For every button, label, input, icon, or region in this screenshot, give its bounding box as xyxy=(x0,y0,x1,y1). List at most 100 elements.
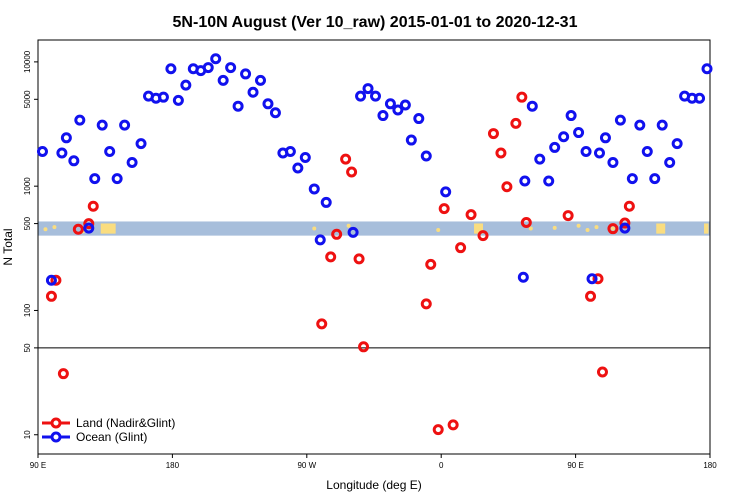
land-point xyxy=(72,223,84,235)
land-point xyxy=(346,166,358,178)
x-axis-label: Longitude (deg E) xyxy=(326,478,421,492)
ocean-point xyxy=(240,68,252,80)
land-point xyxy=(520,217,532,229)
ocean-point xyxy=(299,152,311,164)
ocean-point xyxy=(565,110,577,122)
ocean-point xyxy=(580,146,592,158)
y-tick-label: 10 xyxy=(23,430,32,439)
ocean-point xyxy=(74,114,86,126)
ocean-point xyxy=(83,222,95,234)
ocean-point xyxy=(225,62,237,74)
ocean-point xyxy=(355,90,367,102)
y-tick-label: 50 xyxy=(23,343,32,352)
land-mask-segment xyxy=(656,223,666,234)
ocean-point xyxy=(619,222,631,234)
chart-title: 5N-10N August (Ver 10_raw) 2015-01-01 to… xyxy=(173,14,578,31)
land-point xyxy=(487,128,499,140)
y-tick-label: 5000 xyxy=(23,90,32,108)
ocean-point xyxy=(671,138,683,150)
ocean-point xyxy=(135,138,147,150)
ocean-point xyxy=(649,173,661,185)
legend-ocean-marker xyxy=(50,431,62,443)
ocean-point xyxy=(399,99,411,111)
land-point xyxy=(50,274,62,286)
ocean-point xyxy=(701,63,713,75)
ocean-point xyxy=(104,146,116,158)
ocean-point xyxy=(519,175,531,187)
ocean-point xyxy=(255,74,267,86)
ocean-point xyxy=(119,119,131,131)
ocean-point xyxy=(262,98,274,110)
land-point xyxy=(562,210,574,222)
land-point xyxy=(57,368,69,380)
ocean-point xyxy=(36,146,48,158)
ocean-point xyxy=(593,147,605,159)
ocean-point xyxy=(284,146,296,158)
ocean-point xyxy=(405,134,417,146)
ocean-point xyxy=(210,53,222,65)
land-point xyxy=(501,181,513,193)
ocean-point xyxy=(369,90,381,102)
land-mask-speck xyxy=(585,227,590,232)
y-axis: 10 50 100 500 1000 5000 10000 xyxy=(23,50,38,439)
land-point xyxy=(353,253,365,265)
ocean-point xyxy=(634,119,646,131)
ocean-point xyxy=(440,186,452,198)
ocean-point xyxy=(232,100,244,112)
ocean-point xyxy=(586,273,598,285)
ocean-point xyxy=(534,153,546,165)
ocean-point xyxy=(157,91,169,103)
ocean-point xyxy=(420,150,432,162)
ocean-point xyxy=(573,127,585,139)
ocean-point xyxy=(165,63,177,75)
ocean-point xyxy=(60,132,72,144)
legend-land-label: Land (Nadir&Glint) xyxy=(76,416,175,430)
ocean-point xyxy=(292,162,304,174)
land-point xyxy=(87,200,99,212)
land-point xyxy=(316,318,328,330)
ocean-point xyxy=(172,94,184,106)
x-tick-label: 90 E xyxy=(567,461,583,470)
y-axis-label: N Total xyxy=(1,228,15,265)
ocean-point xyxy=(549,141,561,153)
ocean-point xyxy=(641,146,653,158)
land-mask-speck xyxy=(528,226,533,231)
land-point xyxy=(585,290,597,302)
ocean-point xyxy=(362,83,374,95)
ocean-point xyxy=(384,98,396,110)
ocean-point xyxy=(526,100,538,112)
ocean-point xyxy=(664,157,676,169)
land-point xyxy=(340,153,352,165)
land-point xyxy=(623,200,635,212)
ocean-point xyxy=(517,271,529,283)
land-point xyxy=(477,230,489,242)
y-tick-label: 100 xyxy=(23,303,32,317)
land-point xyxy=(510,117,522,129)
land-point xyxy=(516,91,528,103)
land-point xyxy=(83,218,95,230)
ocean-point xyxy=(68,155,80,167)
land-mask-segment xyxy=(704,223,709,234)
land-mask-speck xyxy=(52,225,57,230)
land-point xyxy=(45,290,57,302)
land-ocean-band xyxy=(38,221,710,236)
ocean-point xyxy=(180,79,192,91)
land-point xyxy=(331,228,343,240)
land-mask-speck xyxy=(436,227,441,232)
ocean-point xyxy=(607,157,619,169)
ocean-point xyxy=(320,196,332,208)
land-point xyxy=(438,203,450,215)
ocean-point xyxy=(202,62,214,74)
land-point xyxy=(325,251,337,263)
x-tick-label: 90 W xyxy=(297,461,316,470)
land-point xyxy=(465,209,477,221)
land-point xyxy=(447,419,459,431)
ocean-point xyxy=(56,147,68,159)
land-point xyxy=(455,242,467,254)
land-mask-speck xyxy=(43,227,48,232)
ocean-point xyxy=(413,113,425,125)
x-axis: 90 E 180 90 W 0 90 E 180 xyxy=(30,454,717,470)
legend-land-marker xyxy=(50,417,62,429)
ocean-point xyxy=(656,119,668,131)
y-tick-label: 10000 xyxy=(23,50,32,73)
